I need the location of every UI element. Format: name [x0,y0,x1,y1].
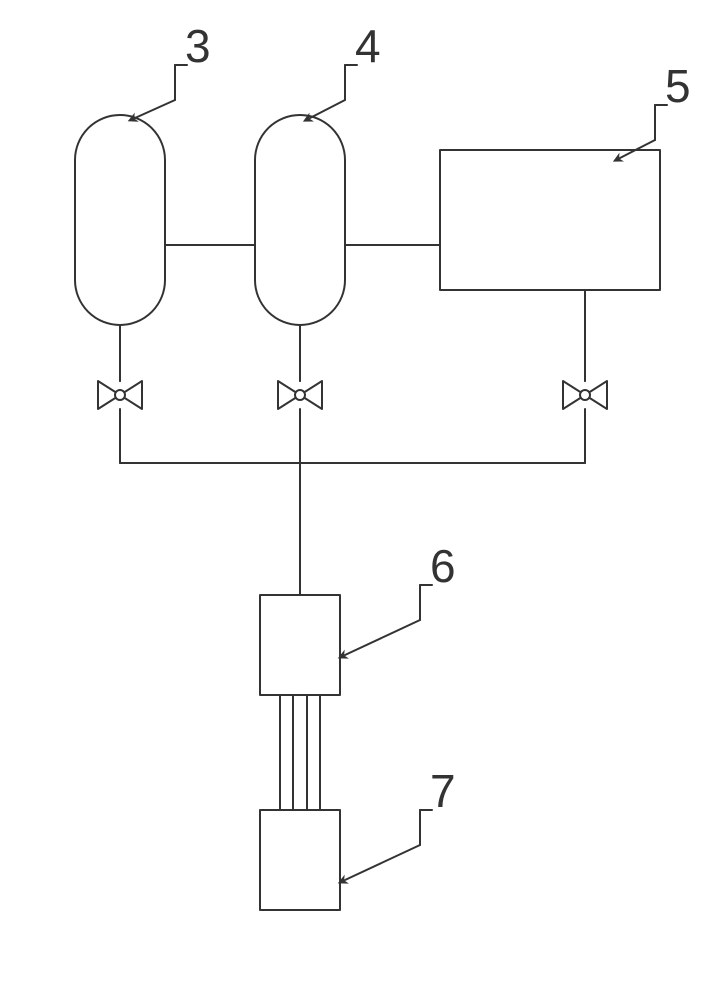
box-7 [260,810,340,910]
label-l5-text: 5 [665,60,691,112]
label-l7-text: 7 [430,765,456,817]
label-l3-text: 3 [185,20,211,72]
valve-5-handwheel-icon [580,390,590,400]
tank-3 [75,115,165,325]
label-l4-leader-arrow [310,100,345,118]
label-l4-text: 4 [355,20,381,72]
tank-4 [255,115,345,325]
label-l6-text: 6 [430,540,456,592]
valve-3-handwheel-icon [115,390,125,400]
label-l6-leader-arrow [345,620,420,655]
label-l3-leader-arrow [135,100,175,118]
box-6 [260,595,340,695]
diagram-layer: 3 4 5 6 7 [75,20,691,910]
box-5 [440,150,660,290]
valve-4-handwheel-icon [295,390,305,400]
label-l7-leader-arrow [345,845,420,880]
